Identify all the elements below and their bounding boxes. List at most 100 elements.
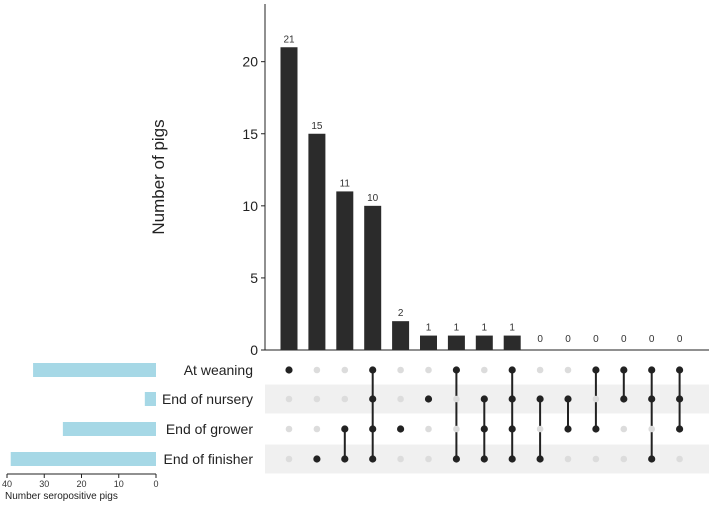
bar-value-label: 21 xyxy=(283,34,295,45)
matrix-dot-active xyxy=(620,395,628,403)
bar-value-label: 1 xyxy=(454,323,460,334)
matrix-dot-inactive xyxy=(620,425,628,433)
matrix-dot-active xyxy=(508,366,516,374)
matrix-dot-active xyxy=(397,425,405,433)
matrix-dot-active xyxy=(452,455,460,463)
set-size-axis-title: Number seropositive pigs xyxy=(5,491,118,502)
matrix-dot-inactive xyxy=(648,425,655,433)
matrix-dot-inactive xyxy=(481,366,488,374)
bar-value-label: 1 xyxy=(426,323,432,334)
matrix-dot-inactive xyxy=(285,455,293,463)
bar-value-label: 0 xyxy=(621,334,627,345)
intersection-bar xyxy=(280,47,298,350)
bar-value-label: 10 xyxy=(367,193,379,204)
matrix-dot-inactive xyxy=(425,455,432,463)
matrix-dot-active xyxy=(480,425,488,433)
bar-value-label: 15 xyxy=(311,121,323,132)
intersection-bar xyxy=(364,205,382,350)
matrix-dot-inactive xyxy=(425,366,432,374)
matrix-dot-active xyxy=(341,455,349,463)
matrix-dot-active xyxy=(676,366,684,374)
set-size-bar xyxy=(10,452,156,466)
set-size-bar xyxy=(33,363,157,377)
matrix-dot-active xyxy=(369,366,377,374)
bar-value-label: 0 xyxy=(565,334,571,345)
set-size-bar xyxy=(62,422,156,436)
matrix-dot-inactive xyxy=(285,425,293,433)
set-size-tick-label: 30 xyxy=(39,479,49,489)
matrix-dot-inactive xyxy=(453,425,460,433)
intersection-bar xyxy=(308,133,326,350)
matrix-dot-inactive xyxy=(285,395,293,403)
set-size-bar xyxy=(144,392,156,406)
y-tick-label: 20 xyxy=(242,54,258,70)
matrix-dot-inactive xyxy=(313,425,321,433)
intersection-bar xyxy=(392,321,410,350)
bar-value-label: 0 xyxy=(677,334,683,345)
matrix-dot-active xyxy=(648,455,656,463)
bar-value-label: 11 xyxy=(340,178,351,189)
matrix-dot-active xyxy=(369,425,377,433)
matrix-dot-active xyxy=(592,425,600,433)
matrix-dot-active xyxy=(369,455,377,463)
matrix-dot-inactive xyxy=(592,395,600,403)
bar-value-label: 1 xyxy=(482,323,488,334)
matrix-dot-inactive xyxy=(592,455,600,463)
set-name-label: End of finisher xyxy=(164,451,254,467)
matrix-dot-inactive xyxy=(620,455,628,463)
intersection-bar xyxy=(475,335,493,350)
matrix-dot-active xyxy=(285,366,293,374)
matrix-dot-active xyxy=(536,455,544,463)
matrix-dot-inactive xyxy=(397,455,404,463)
matrix-dot-active xyxy=(341,425,349,433)
matrix-dot-active xyxy=(676,395,684,403)
matrix-dot-active xyxy=(480,395,488,403)
matrix-dot-active xyxy=(452,366,460,374)
set-size-tick-label: 0 xyxy=(153,479,158,489)
matrix-dot-active xyxy=(480,455,488,463)
matrix-dot-active xyxy=(313,455,321,463)
set-size-tick-label: 40 xyxy=(2,479,12,489)
y-tick-label: 15 xyxy=(242,126,258,142)
matrix-dot-inactive xyxy=(453,395,460,403)
set-size-tick-label: 20 xyxy=(76,479,86,489)
matrix-dot-active xyxy=(424,395,433,403)
matrix-dot-inactive xyxy=(676,455,683,463)
intersection-bar xyxy=(420,335,437,350)
matrix-dot-inactive xyxy=(313,366,321,374)
y-tick-label: 10 xyxy=(242,198,258,214)
y-tick-label: 5 xyxy=(250,270,258,286)
matrix-dot-inactive xyxy=(397,366,404,374)
set-size-tick-label: 10 xyxy=(114,479,124,489)
matrix-dot-active xyxy=(508,425,516,433)
intersection-bar xyxy=(336,191,354,350)
intersection-bar xyxy=(447,335,465,350)
matrix-dot-active xyxy=(564,425,572,433)
matrix-dot-active xyxy=(620,366,628,374)
matrix-dot-inactive xyxy=(425,425,432,433)
y-axis-title: Number of pigs xyxy=(149,119,168,234)
matrix-dot-inactive xyxy=(536,366,544,374)
matrix-dot-active xyxy=(369,395,377,403)
matrix-dot-inactive xyxy=(397,395,404,403)
y-tick-label: 0 xyxy=(250,342,258,358)
matrix-dot-inactive xyxy=(313,395,321,403)
set-name-label: At weaning xyxy=(184,362,253,378)
matrix-dot-active xyxy=(508,395,516,403)
set-name-label: End of nursery xyxy=(162,391,253,407)
matrix-dot-active xyxy=(592,366,600,374)
matrix-dot-active xyxy=(508,455,516,463)
bar-value-label: 2 xyxy=(398,308,404,319)
matrix-dot-active xyxy=(536,395,544,403)
matrix-dot-inactive xyxy=(564,366,572,374)
matrix-dot-active xyxy=(648,395,656,403)
bar-value-label: 0 xyxy=(537,334,543,345)
set-name-label: End of grower xyxy=(166,421,253,437)
matrix-dot-active xyxy=(676,425,684,433)
matrix-dot-inactive xyxy=(536,425,544,433)
matrix-dot-inactive xyxy=(341,395,349,403)
intersection-bar xyxy=(503,335,521,350)
bar-value-label: 1 xyxy=(509,323,515,334)
bar-value-label: 0 xyxy=(649,334,655,345)
